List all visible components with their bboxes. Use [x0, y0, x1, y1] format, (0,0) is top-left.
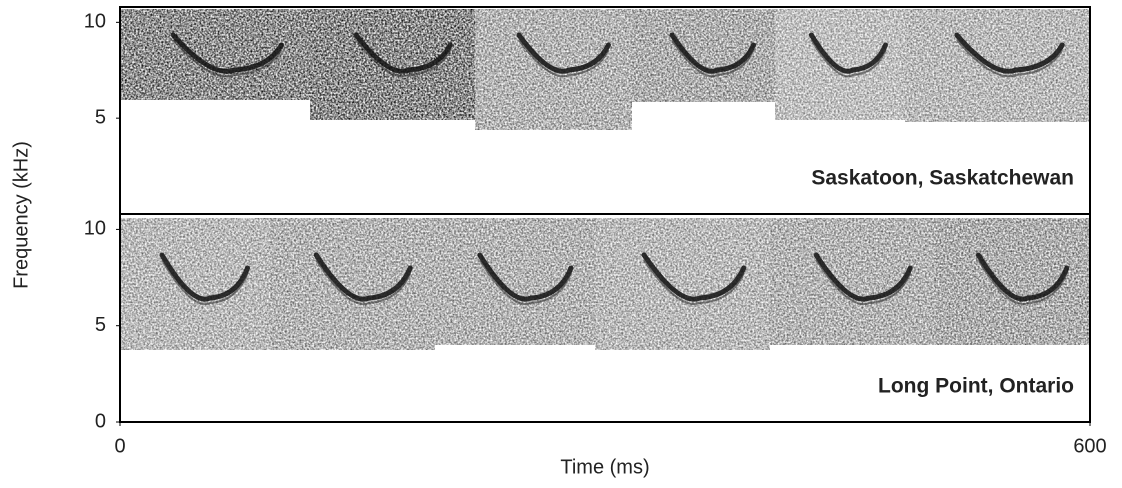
- panel-label: Saskatoon, Saskatchewan: [811, 167, 1074, 190]
- noise-patch: [435, 218, 595, 345]
- x-axis-label: Time (ms): [560, 456, 649, 478]
- page: {"chart_data": {"type": "spectrogram", "…: [0, 0, 1122, 488]
- y-tick-label: 10: [84, 218, 106, 240]
- noise-patch: [632, 9, 775, 102]
- noise-patch: [775, 9, 905, 120]
- x-tick-label: 0: [114, 435, 125, 457]
- noise-patch: [120, 218, 270, 350]
- x-tick-label: 600: [1073, 435, 1106, 457]
- noise-patch: [310, 9, 475, 120]
- noise-patch: [120, 9, 310, 100]
- noise-patch: [270, 218, 435, 350]
- y-tick-label: 10: [84, 11, 106, 33]
- noise-patch: [935, 218, 1090, 345]
- y-tick-label: 5: [95, 314, 106, 336]
- y-axis-label: Frequency (kHz): [10, 141, 32, 289]
- y-tick-label: 5: [95, 106, 106, 128]
- noise-patch: [595, 218, 770, 350]
- y-tick-label: 0: [95, 410, 106, 432]
- panel-label: Long Point, Ontario: [878, 375, 1074, 398]
- figure: Frequency (kHz) Time (ms) 5 10 Saskatoon, …: [0, 0, 1122, 488]
- noise-patch: [905, 9, 1090, 122]
- noise-patch: [770, 218, 935, 345]
